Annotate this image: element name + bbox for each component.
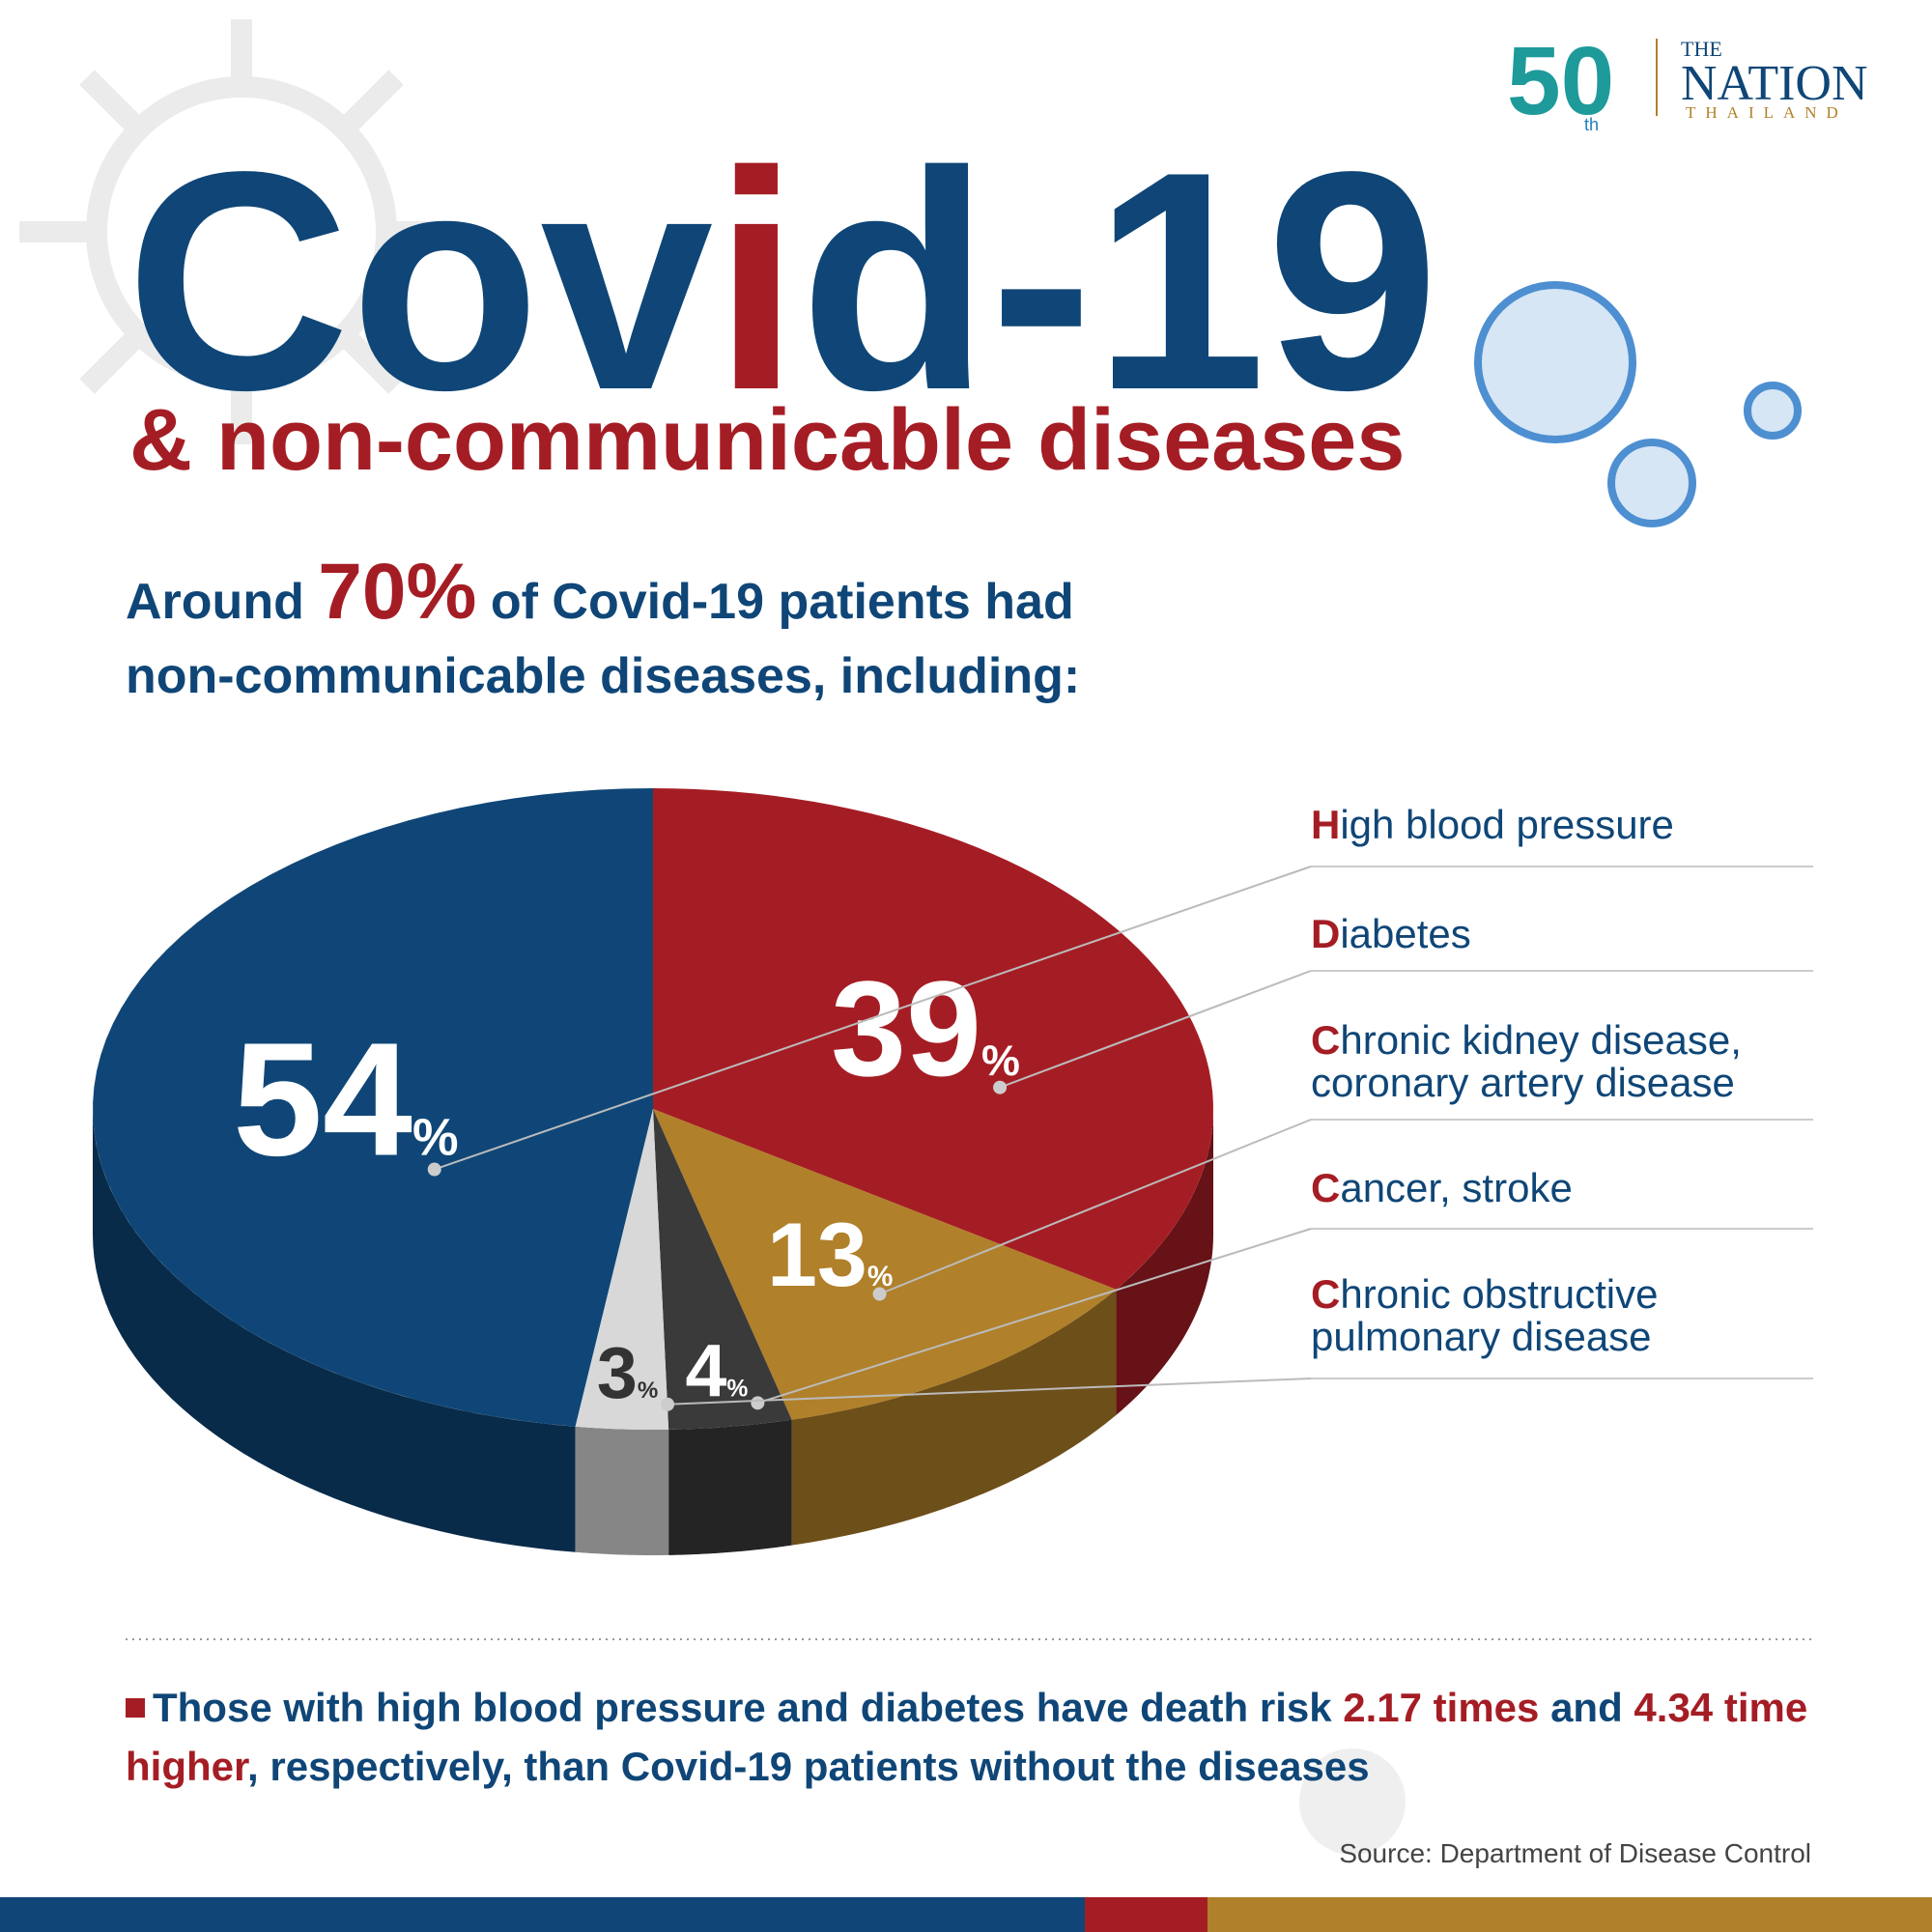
intro: Around 70% of Covid-19 patients had non-… bbox=[126, 541, 1169, 709]
virus-decoration bbox=[1299, 1748, 1406, 1855]
legend-entry: High blood pressure bbox=[1311, 802, 1674, 847]
slice bbox=[653, 788, 1213, 1290]
footer-bar bbox=[1208, 1897, 1932, 1932]
title-part: i bbox=[713, 108, 799, 455]
value-label: 4% bbox=[685, 1329, 748, 1412]
leader-dot bbox=[872, 1287, 887, 1301]
value-label: 54% bbox=[233, 1010, 459, 1190]
footer-bar bbox=[0, 1897, 1085, 1932]
slice bbox=[653, 1109, 1117, 1420]
slice bbox=[653, 1109, 792, 1430]
note-highlight: 4.34 time higher bbox=[126, 1685, 1808, 1789]
leader-line bbox=[757, 1228, 1312, 1405]
slice-side bbox=[791, 1289, 1117, 1546]
note-part: Those with high blood pressure and diabe… bbox=[153, 1685, 1344, 1730]
leader-line bbox=[434, 866, 1312, 1171]
leader-lines bbox=[427, 866, 1813, 1411]
title-part: d-19 bbox=[800, 108, 1439, 455]
chart-subtitle: & non-communicable diseases bbox=[129, 392, 1405, 489]
legend-entry: Diabetes bbox=[1311, 911, 1471, 956]
slice-side bbox=[1116, 1109, 1213, 1415]
value-label: 13% bbox=[767, 1204, 893, 1305]
value-label: 39% bbox=[831, 952, 1020, 1104]
legend-entry: Cancer, stroke bbox=[1311, 1165, 1573, 1210]
note-part: and bbox=[1539, 1685, 1634, 1730]
leader-line bbox=[999, 970, 1312, 1089]
leader-dot bbox=[427, 1162, 441, 1177]
subtitle-part: & non-communicable bbox=[129, 392, 1037, 489]
logo-anniversary: 50 bbox=[1507, 27, 1614, 135]
slice bbox=[93, 788, 653, 1427]
source: Source: Department of Disease Control bbox=[1339, 1838, 1811, 1868]
slice-side bbox=[668, 1419, 792, 1555]
intro-highlight: 70% bbox=[318, 548, 477, 636]
slice bbox=[575, 1109, 669, 1430]
note: Those with high blood pressure and diabe… bbox=[126, 1679, 1826, 1797]
subtitle-part: diseases bbox=[1037, 392, 1405, 489]
intro-part: Around bbox=[126, 574, 319, 630]
footer-bar bbox=[1085, 1897, 1208, 1932]
intro-part: of Covid-19 patients had non-communicabl… bbox=[126, 574, 1081, 704]
pie: 54% 39% 13%4% 3% bbox=[93, 788, 1213, 1555]
virus-decoration bbox=[1474, 281, 1802, 527]
logo-region: THAILAND bbox=[1686, 103, 1848, 122]
bullet bbox=[126, 1698, 145, 1718]
title-part: Cov bbox=[126, 108, 715, 455]
leader-dot bbox=[661, 1397, 675, 1411]
leader-dot bbox=[751, 1396, 765, 1410]
logo-the: THE bbox=[1681, 37, 1722, 61]
virus-decoration bbox=[19, 19, 454, 444]
logo-suffix: th bbox=[1584, 115, 1599, 134]
slice-side bbox=[575, 1426, 669, 1555]
leader-line bbox=[667, 1378, 1312, 1406]
value-label: 3% bbox=[597, 1332, 658, 1413]
note-highlight: 2.17 times bbox=[1343, 1685, 1540, 1730]
logo-name: NATION bbox=[1681, 56, 1868, 111]
leader-dot bbox=[993, 1080, 1008, 1094]
leader-line bbox=[879, 1119, 1312, 1295]
legend-entry: Chronic obstructive pulmonary disease bbox=[1311, 1271, 1659, 1360]
chart-title: Covid-19 bbox=[126, 108, 1439, 455]
legend-entry: Chronic kidney disease, coronary artery … bbox=[1311, 1017, 1742, 1106]
note-part: , respectively, than Covid-19 patients w… bbox=[247, 1743, 1370, 1789]
slice-side bbox=[93, 1109, 576, 1552]
